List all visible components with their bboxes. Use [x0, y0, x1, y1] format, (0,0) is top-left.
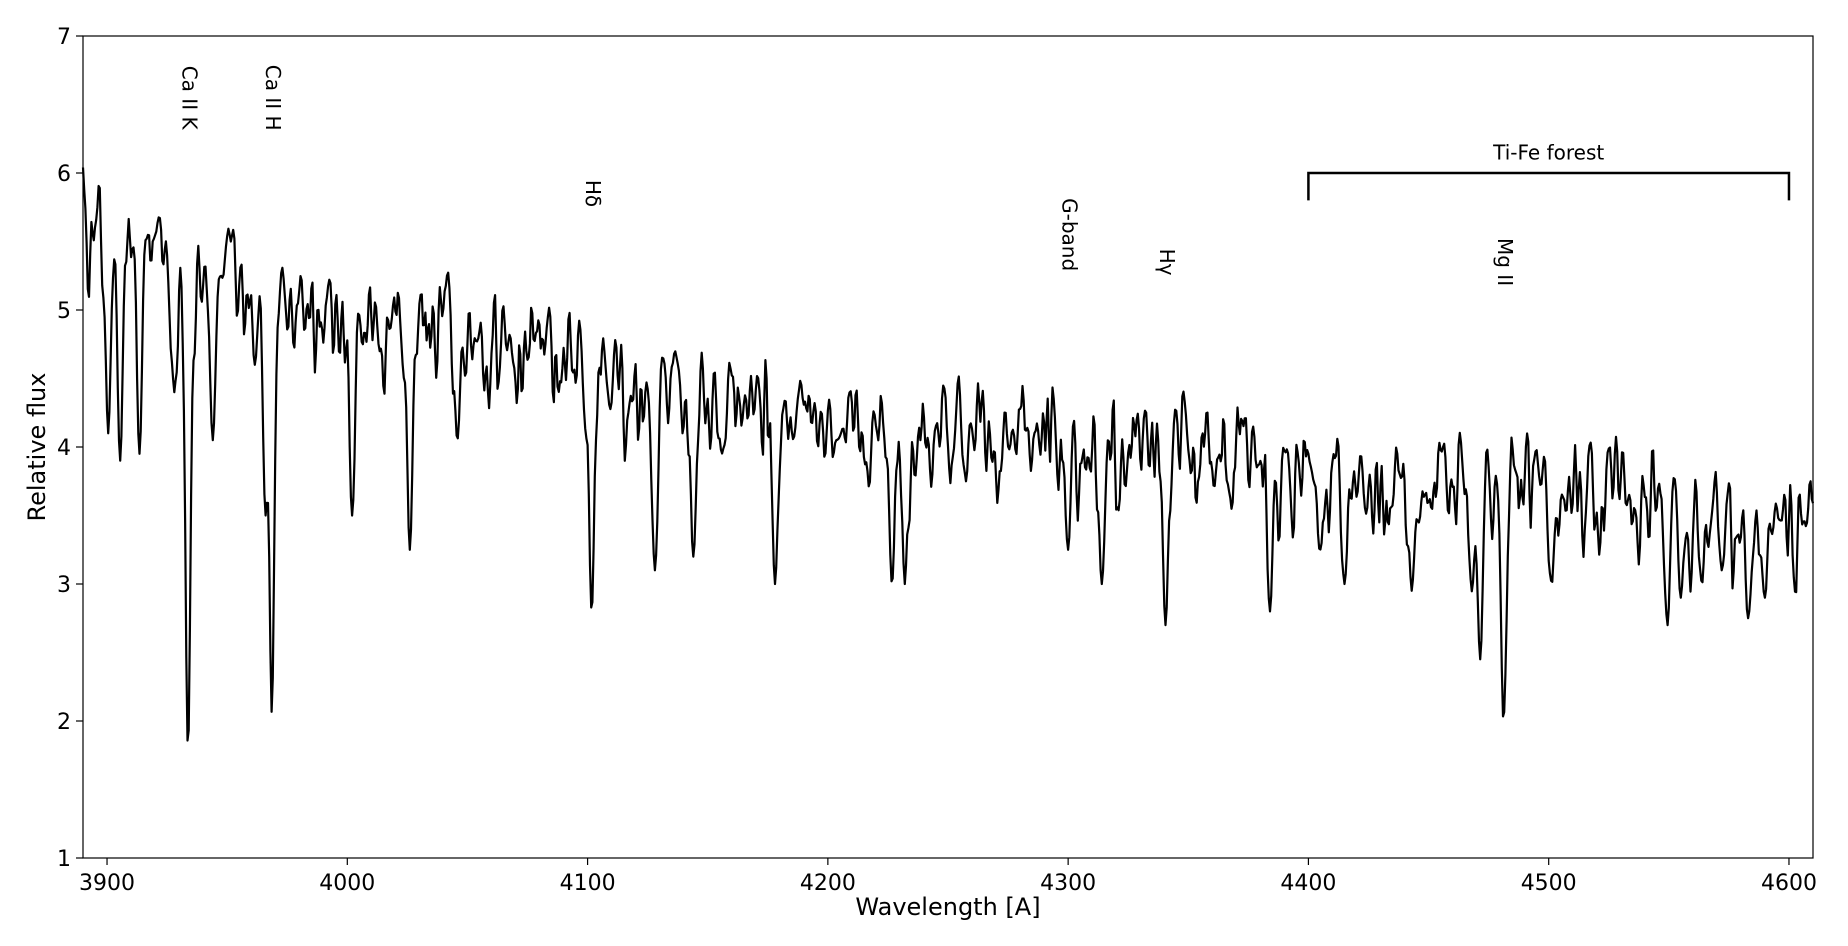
spectrum-line [81, 167, 1815, 742]
ticks-layer: 3900 4000 4100 4200 4300 4400 4500 4600 1 2 3 4 5 6 7 [57, 25, 1817, 896]
annotation-1: Ca II H [261, 65, 285, 131]
annotation-6: Ti-Fe forest [1492, 140, 1604, 164]
x-axis-label: Wavelength [A] [855, 893, 1040, 921]
x-tick-label-1: 4000 [319, 871, 375, 896]
y-tick-label-2: 3 [57, 573, 71, 598]
y-tick-label-4: 5 [57, 299, 71, 324]
x-tick-label-5: 4400 [1280, 871, 1336, 896]
annotation-0: Ca II K [178, 66, 202, 131]
y-tick-label-1: 2 [57, 710, 71, 735]
y-tick-label-6: 7 [57, 25, 71, 50]
x-tick-label-2: 4100 [560, 871, 616, 896]
plot-frame [82, 35, 1814, 859]
y-tick-label-0: 1 [57, 847, 71, 872]
bracket-ti-fe-forest [1307, 171, 1791, 201]
x-tick-label-7: 4600 [1761, 871, 1817, 896]
annotation-4: Hγ [1155, 249, 1179, 276]
x-tick-label-6: 4500 [1521, 871, 1577, 896]
y-axis-label: Relative flux [23, 373, 51, 522]
annotation-3: G-band [1058, 198, 1082, 271]
x-tick-label-4: 4300 [1040, 871, 1096, 896]
x-tick-label-3: 4200 [800, 871, 856, 896]
x-tick-label-0: 3900 [79, 871, 135, 896]
annotation-2: Hδ [581, 180, 605, 207]
annotation-5: Mg II [1493, 238, 1517, 286]
annotation-layer: Ca II K Ca II H Hδ G-band Hγ Mg II Ti-Fe fores… [178, 65, 1791, 286]
y-tick-label-3: 4 [57, 436, 71, 461]
series-layer [81, 167, 1815, 742]
y-tick-label-5: 6 [57, 162, 71, 187]
